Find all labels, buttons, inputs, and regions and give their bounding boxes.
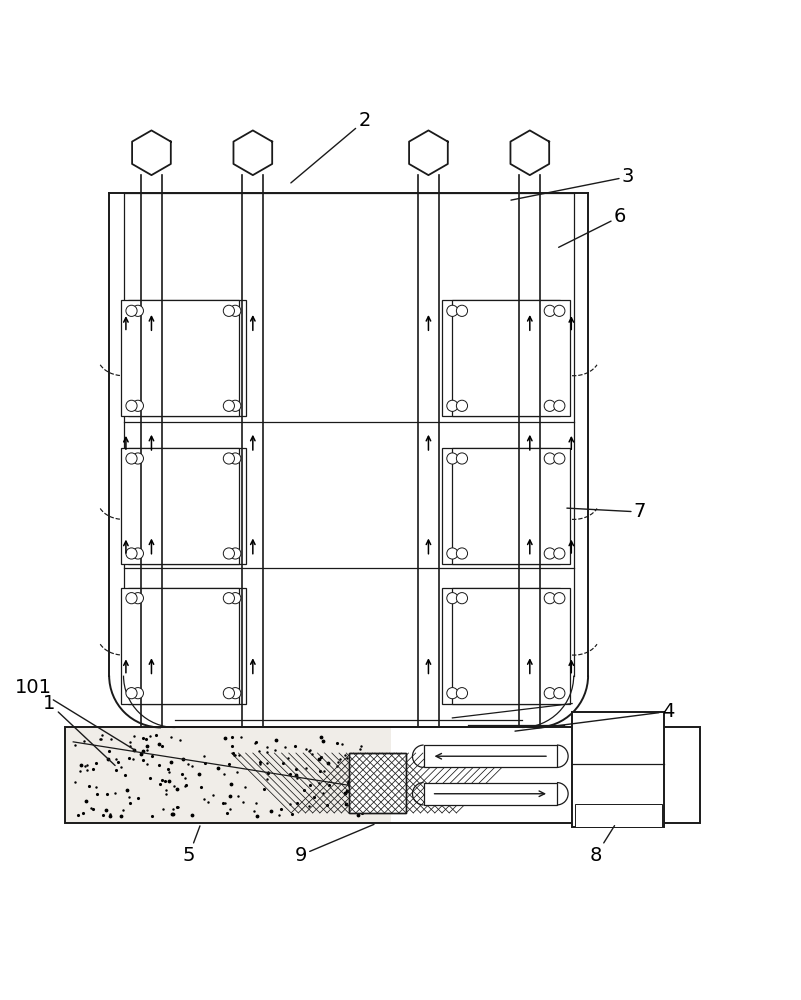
Circle shape — [457, 593, 468, 604]
Text: 2: 2 — [291, 111, 371, 183]
Circle shape — [223, 548, 235, 559]
Bar — [442, 448, 560, 564]
Circle shape — [544, 548, 555, 559]
Bar — [574, 804, 662, 827]
Circle shape — [132, 593, 143, 604]
Circle shape — [230, 400, 241, 411]
Circle shape — [457, 548, 468, 559]
Bar — [348, 753, 406, 813]
Circle shape — [230, 453, 241, 464]
Text: 8: 8 — [590, 826, 614, 865]
Circle shape — [447, 453, 458, 464]
Circle shape — [553, 305, 565, 316]
Polygon shape — [132, 130, 171, 175]
Bar — [127, 448, 246, 564]
Circle shape — [223, 593, 235, 604]
Circle shape — [544, 688, 555, 699]
Circle shape — [553, 400, 565, 411]
Circle shape — [544, 453, 555, 464]
Circle shape — [132, 453, 143, 464]
Bar — [121, 300, 239, 416]
Circle shape — [132, 400, 143, 411]
Circle shape — [132, 305, 143, 316]
Circle shape — [447, 593, 458, 604]
Circle shape — [553, 453, 565, 464]
Text: 1: 1 — [43, 694, 115, 766]
Circle shape — [544, 400, 555, 411]
Bar — [452, 300, 570, 416]
Circle shape — [126, 548, 137, 559]
Bar — [121, 448, 239, 564]
Circle shape — [230, 593, 241, 604]
Circle shape — [457, 400, 468, 411]
Text: 5: 5 — [183, 826, 200, 865]
Circle shape — [553, 593, 565, 604]
Circle shape — [544, 593, 555, 604]
Circle shape — [132, 548, 143, 559]
Text: 3: 3 — [511, 167, 634, 200]
Circle shape — [457, 453, 468, 464]
Bar — [127, 300, 246, 416]
Bar — [127, 588, 246, 704]
Circle shape — [447, 400, 458, 411]
Polygon shape — [409, 130, 448, 175]
Bar — [442, 588, 560, 704]
Circle shape — [447, 548, 458, 559]
Circle shape — [230, 548, 241, 559]
Bar — [424, 745, 557, 767]
Bar — [424, 783, 557, 805]
Circle shape — [132, 688, 143, 699]
Circle shape — [126, 305, 137, 316]
Circle shape — [126, 688, 137, 699]
Circle shape — [544, 305, 555, 316]
Circle shape — [126, 400, 137, 411]
Text: 4: 4 — [515, 702, 674, 731]
Circle shape — [447, 688, 458, 699]
Circle shape — [457, 688, 468, 699]
Circle shape — [553, 548, 565, 559]
Circle shape — [126, 593, 137, 604]
Text: 7: 7 — [567, 502, 646, 521]
Circle shape — [447, 305, 458, 316]
Polygon shape — [66, 728, 391, 822]
Bar — [452, 588, 570, 704]
Text: 6: 6 — [558, 207, 626, 247]
Bar — [442, 300, 560, 416]
Polygon shape — [233, 130, 272, 175]
Text: 101: 101 — [14, 678, 135, 750]
Bar — [452, 448, 570, 564]
Bar — [121, 588, 239, 704]
Circle shape — [223, 305, 235, 316]
Circle shape — [223, 453, 235, 464]
Circle shape — [126, 453, 137, 464]
Text: 9: 9 — [295, 824, 374, 865]
Circle shape — [230, 688, 241, 699]
Circle shape — [230, 305, 241, 316]
Circle shape — [457, 305, 468, 316]
Bar — [348, 753, 406, 813]
Polygon shape — [510, 130, 549, 175]
Circle shape — [223, 688, 235, 699]
Circle shape — [553, 688, 565, 699]
Bar — [572, 712, 664, 827]
Circle shape — [223, 400, 235, 411]
Bar — [65, 727, 700, 823]
